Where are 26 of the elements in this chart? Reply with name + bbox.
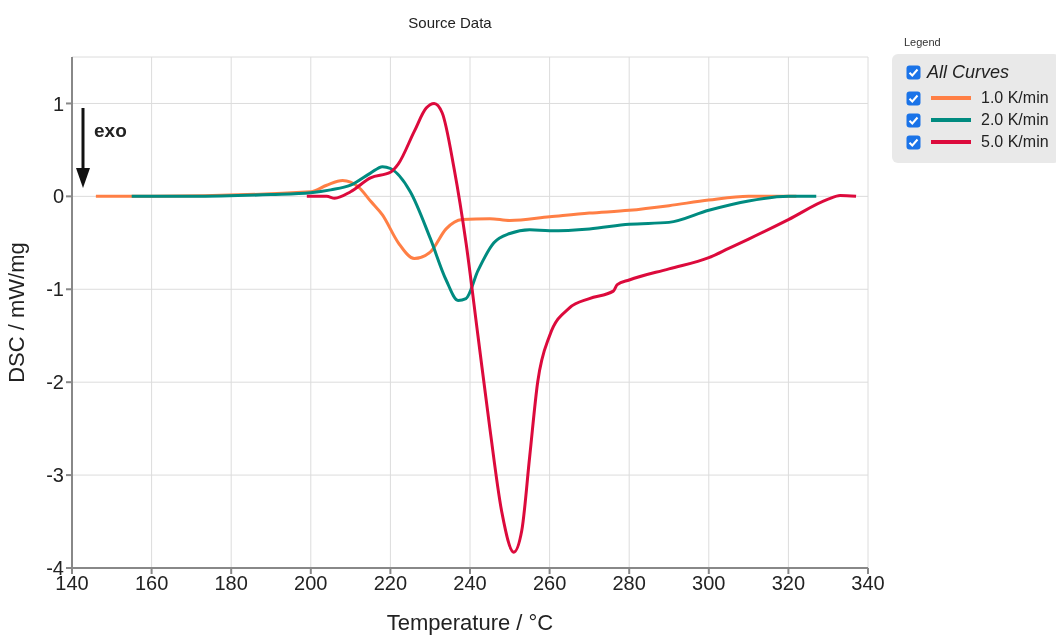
x-tick-label: 240 <box>453 572 487 595</box>
text: All Curves <box>927 62 1010 83</box>
y-tick-label: 1 <box>52 92 64 115</box>
chart-title: Source Data <box>407 14 493 31</box>
line-series <box>130 165 818 302</box>
x-tick-label: 260 <box>532 572 567 595</box>
legend-label: 2.0 K/min <box>981 111 1049 129</box>
legend-title: Legend <box>904 36 942 48</box>
x-tick-label: 300 <box>692 572 726 595</box>
x-axis-title: Temperature / °C <box>386 610 554 635</box>
x-tick-label: 180 <box>214 572 248 595</box>
x-tick-label: 200 <box>294 572 328 595</box>
line-series <box>305 101 858 554</box>
x-tick-label: 280 <box>612 572 646 595</box>
x-tick-label: 220 <box>373 572 408 595</box>
x-tick-label: 340 <box>851 572 885 595</box>
y-axis-title: DSC / mW/mg <box>3 242 29 383</box>
annotation: exo <box>94 120 127 142</box>
legend-label: 5.0 K/min <box>981 133 1049 151</box>
y-tick-label: -2 <box>46 371 64 394</box>
y-tick-label: 0 <box>52 185 64 208</box>
x-tick-label: 160 <box>134 572 169 595</box>
y-tick-label: -3 <box>46 464 64 487</box>
legend-label: 1.0 K/min <box>981 89 1049 107</box>
y-tick-label: -1 <box>46 278 64 301</box>
x-tick-label: 320 <box>771 572 806 595</box>
